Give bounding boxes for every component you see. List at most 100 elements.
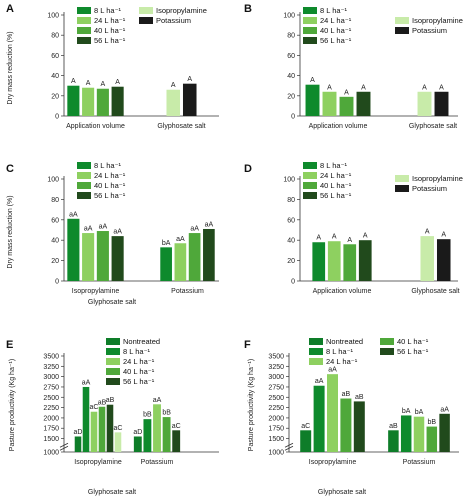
legend: 8 L ha⁻¹24 L ha⁻¹40 L ha⁻¹56 L ha⁻¹ [303,161,352,200]
legend-label: 40 L ha⁻¹ [320,26,352,35]
legend-swatch [303,172,317,179]
y-axis-label: Dry mass reduction (%) [7,195,14,268]
bar-label: aA [176,236,185,243]
legend-label: 40 L ha⁻¹ [94,26,126,35]
legend-label: 40 L ha⁻¹ [397,337,429,346]
bar [82,233,95,281]
legend-swatch [395,185,409,192]
legend-label: Potassium [412,26,447,35]
y-tick-label: 60 [51,217,59,224]
bar-label: aC [301,423,310,430]
legend-swatch [380,338,394,345]
y-tick-label: 2000 [268,415,284,422]
bar-group: A A A A Application volume [305,77,371,130]
legend: 40 L ha⁻¹56 L ha⁻¹ [380,337,429,356]
panel-letter: C [6,163,14,175]
legend-swatch [303,162,317,169]
bar-label: aA [99,224,108,231]
legend-swatch [106,338,120,345]
bar-label: A [439,84,444,91]
legend-swatch [77,37,91,44]
legend-label: 56 L ha⁻¹ [320,36,352,45]
legend-label: 24 L ha⁻¹ [320,16,352,25]
bar [111,86,124,116]
x-tick-label: Application volume [309,123,368,130]
legend-swatch [106,378,120,385]
legend: 8 L ha⁻¹24 L ha⁻¹40 L ha⁻¹56 L ha⁻¹ [303,6,352,45]
panel-letter: F [244,339,251,351]
y-tick-label: 60 [287,53,295,60]
panel-b: B 0 20 40 60 80 100 A A A A Application volume A A Gly… [244,3,463,130]
legend-label: 24 L ha⁻¹ [123,357,155,366]
bar-label: A [344,89,349,96]
x-tick-label: Glyphosate salt [157,123,205,130]
legend-swatch [77,162,91,169]
y-tick-label: 3000 [268,374,284,381]
bar [305,84,320,116]
bar [182,83,197,116]
bar-label: aA [315,378,324,385]
bar [300,430,312,452]
bar-label: aA [69,211,78,218]
x-axis-label: Glyphosate salt [88,489,136,496]
bar-label: aC [90,404,99,411]
bar-label: A [86,80,91,87]
bar-label: A [316,235,321,242]
bar [188,233,201,281]
bar-label: aB [98,399,107,406]
panel-e: E 1000 1500 1750 2000 2250 2500 2750 3000 3250 350… [6,337,219,496]
y-tick-label: 40 [287,238,295,245]
legend-label: 40 L ha⁻¹ [320,181,352,190]
bar [96,88,109,116]
y-axis-label: Pasture productivity (Kg ha⁻¹) [9,359,16,451]
y-tick-label: 60 [287,217,295,224]
bar-label: bB [162,410,171,417]
bar [98,406,106,452]
legend-label: Potassium [412,184,447,193]
legend-label: Isopropylamine [156,6,207,15]
bar-group: aC aA aA aB aB Isopropylamine [300,367,365,466]
axis-break-mark [59,445,69,451]
legend-swatch [309,358,323,365]
bar [413,416,425,452]
bar [426,426,438,452]
panel-d: D 0 20 40 60 80 100 A A A A Application volume A A Gly… [244,161,463,295]
y-tick-label: 0 [291,279,295,286]
bar [439,413,450,452]
bar [420,236,435,281]
panel-letter: D [244,163,252,175]
legend-label: Isopropylamine [412,16,463,25]
bar [343,244,357,281]
axis-break-mark [284,445,294,451]
bar [90,411,98,452]
legend-label: Nontreated [326,337,363,346]
legend: 8 L ha⁻¹24 L ha⁻¹40 L ha⁻¹56 L ha⁻¹ [77,161,126,200]
y-tick-label: 80 [287,197,295,204]
bar-label: A [332,234,337,241]
bar-label: bB [428,419,437,426]
bar-label: A [327,84,332,91]
bar [400,415,412,452]
bar-label: aC [172,423,181,430]
bar-label: A [310,77,315,84]
legend-label: 24 L ha⁻¹ [94,171,126,180]
y-tick-label: 1500 [43,436,59,443]
y-tick-label: 0 [55,114,59,121]
bar [133,436,142,452]
y-tick-label: 80 [51,33,59,40]
y-tick-label: 60 [51,53,59,60]
bar [162,417,171,452]
y-tick-label: 3500 [268,354,284,361]
bar [353,401,365,452]
x-tick-label: Isopropylamine [74,459,122,466]
bar-label: A [425,229,430,236]
legend-label: 8 L ha⁻¹ [320,161,348,170]
legend-swatch [309,338,323,345]
bar [358,240,372,281]
y-axis-label: Dry mass reduction (%) [7,31,14,104]
x-tick-label: Isopropylamine [72,288,120,295]
bar-label: aA [328,367,337,374]
